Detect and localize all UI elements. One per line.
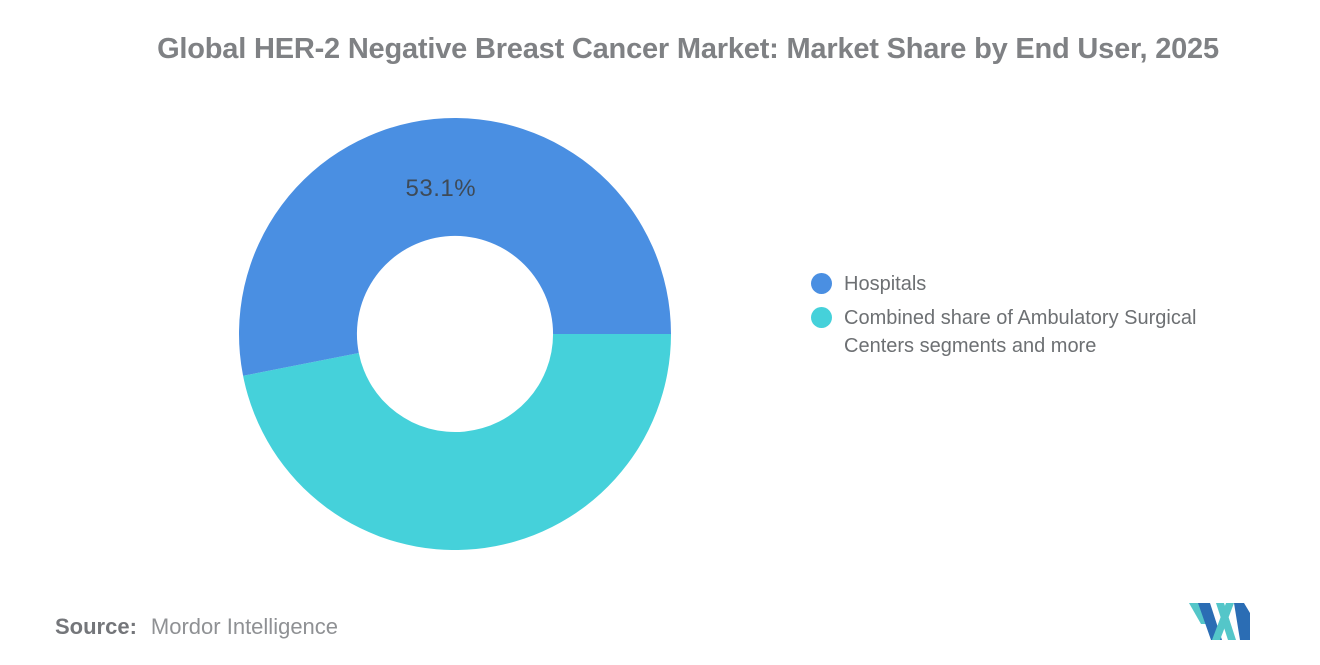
legend-marker-hospitals: [811, 273, 832, 294]
slice-hospitals[interactable]: [239, 118, 671, 376]
legend-label-combined-share: Combined share of Ambulatory Surgical Ce…: [844, 307, 1197, 357]
chart-title: Global HER-2 Negative Breast Cancer Mark…: [157, 33, 1219, 65]
legend-item-hospitals[interactable]: Hospitals: [811, 270, 1244, 298]
logo-shape: [1234, 603, 1250, 640]
source-line: Source: Mordor Intelligence: [55, 612, 338, 642]
donut-chart: 53.1%: [239, 118, 671, 550]
slice-label-hospitals: 53.1%: [405, 174, 477, 202]
mordor-intelligence-logo: [1189, 603, 1250, 640]
legend: Hospitals Combined share of Ambulatory S…: [811, 270, 1244, 366]
source-label: Source:: [55, 614, 137, 639]
source-value: Mordor Intelligence: [150, 614, 339, 639]
slice-combined[interactable]: [243, 334, 671, 550]
legend-marker-combined-share: [811, 307, 832, 328]
legend-label-hospitals: Hospitals: [844, 273, 927, 295]
logo-shape: [1216, 603, 1236, 640]
legend-item-combined-share[interactable]: Combined share of Ambulatory Surgical Ce…: [811, 304, 1244, 360]
donut-svg: [239, 118, 671, 550]
